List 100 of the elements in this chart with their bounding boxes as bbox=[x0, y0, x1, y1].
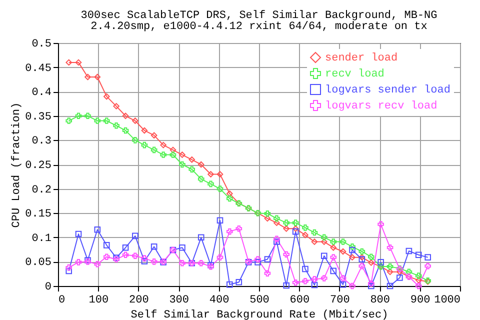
point bbox=[292, 228, 299, 235]
y-tick-label: 0.05 bbox=[25, 257, 52, 270]
point bbox=[415, 282, 422, 290]
point bbox=[141, 127, 148, 134]
y-tick-label: 0.35 bbox=[25, 111, 52, 124]
chart-title: 300sec ScalableTCP DRS, Self Similar Background, MB-NG bbox=[80, 10, 438, 22]
y-tick-label: 0.4 bbox=[32, 87, 52, 100]
legend-label: recv load bbox=[325, 68, 384, 80]
chart-subtitle: 2.4.20smp, e1000-4.4.12 rxint 64/64, moderate on tx bbox=[90, 21, 428, 33]
point bbox=[264, 256, 271, 262]
point bbox=[216, 171, 224, 178]
x-tick-label: 600 bbox=[290, 294, 310, 306]
point bbox=[66, 59, 72, 66]
point bbox=[386, 282, 394, 290]
point bbox=[103, 242, 110, 248]
point bbox=[141, 258, 148, 264]
point bbox=[216, 186, 224, 192]
point bbox=[254, 259, 261, 266]
point bbox=[396, 268, 403, 276]
point bbox=[340, 275, 346, 282]
point bbox=[415, 252, 422, 258]
point bbox=[340, 248, 346, 255]
point bbox=[226, 281, 233, 288]
point bbox=[283, 220, 290, 226]
y-tick-label: 0.1 bbox=[32, 232, 52, 245]
point bbox=[179, 152, 186, 158]
point bbox=[198, 161, 204, 168]
point bbox=[424, 262, 431, 270]
point bbox=[292, 220, 299, 226]
point bbox=[283, 226, 290, 232]
x-tick-label: 400 bbox=[209, 294, 230, 306]
point bbox=[216, 217, 224, 224]
point bbox=[386, 244, 394, 251]
x-tick-label: 200 bbox=[128, 294, 149, 306]
point bbox=[122, 252, 129, 258]
point bbox=[349, 254, 356, 260]
point bbox=[150, 146, 158, 154]
point bbox=[94, 74, 101, 80]
point bbox=[378, 221, 384, 228]
point bbox=[150, 258, 158, 265]
point bbox=[208, 180, 214, 188]
point bbox=[358, 262, 366, 270]
point bbox=[188, 166, 196, 173]
point bbox=[283, 282, 290, 289]
point bbox=[330, 254, 337, 260]
point bbox=[141, 142, 148, 148]
y-tick-label: 0.45 bbox=[25, 62, 52, 75]
y-tick-label: 0.2 bbox=[32, 184, 52, 196]
point bbox=[349, 282, 356, 290]
point bbox=[368, 280, 374, 287]
point bbox=[226, 228, 233, 235]
point bbox=[386, 263, 394, 270]
point bbox=[330, 244, 337, 251]
point bbox=[122, 127, 129, 134]
point bbox=[113, 122, 120, 129]
point bbox=[66, 264, 72, 271]
point bbox=[378, 259, 384, 266]
point bbox=[274, 238, 280, 245]
legend-label: sender load bbox=[325, 52, 398, 64]
point bbox=[320, 275, 328, 282]
legend-label: logvars recv load bbox=[325, 100, 438, 112]
point bbox=[150, 132, 158, 138]
point bbox=[84, 112, 91, 120]
point bbox=[226, 195, 233, 202]
point bbox=[311, 282, 318, 288]
point bbox=[75, 259, 82, 266]
point bbox=[274, 220, 280, 226]
point bbox=[274, 215, 280, 222]
point bbox=[170, 152, 176, 158]
point bbox=[132, 252, 138, 260]
point bbox=[179, 244, 186, 251]
y-axis-title: CPU Load (fraction) bbox=[11, 102, 24, 228]
point bbox=[179, 260, 186, 266]
point bbox=[103, 93, 110, 100]
x-tick-label: 100 bbox=[88, 294, 109, 306]
point bbox=[94, 226, 101, 233]
point bbox=[330, 268, 337, 274]
point bbox=[330, 238, 337, 245]
point bbox=[311, 229, 318, 236]
y-tick-label: 0.25 bbox=[25, 160, 52, 172]
point bbox=[283, 251, 290, 258]
x-tick-label: 700 bbox=[330, 294, 350, 306]
point bbox=[160, 152, 166, 158]
point bbox=[198, 234, 204, 241]
point bbox=[340, 238, 346, 245]
point bbox=[150, 243, 158, 250]
point bbox=[292, 279, 299, 286]
point bbox=[75, 112, 82, 120]
x-tick-label: 800 bbox=[370, 294, 390, 306]
point bbox=[292, 226, 299, 232]
point bbox=[75, 59, 82, 66]
point bbox=[274, 236, 280, 242]
point bbox=[368, 254, 374, 260]
point bbox=[236, 278, 242, 286]
point bbox=[311, 238, 318, 245]
point bbox=[132, 137, 138, 144]
point bbox=[66, 268, 72, 274]
point bbox=[122, 244, 129, 251]
point bbox=[302, 278, 308, 284]
point bbox=[311, 276, 318, 282]
